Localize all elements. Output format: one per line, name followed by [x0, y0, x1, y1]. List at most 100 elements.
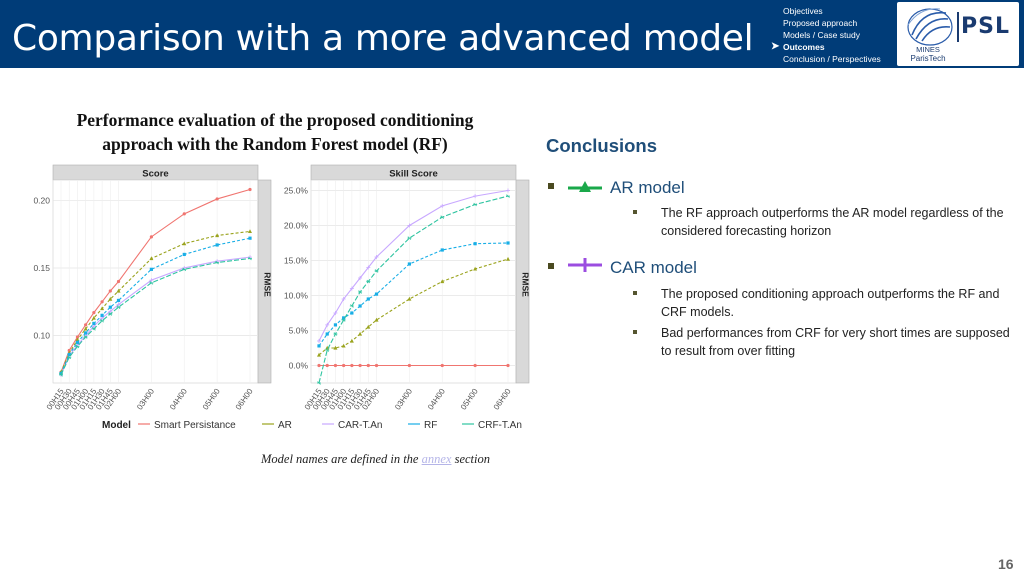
data-point [215, 243, 219, 247]
data-point [333, 332, 338, 336]
section-nav: Objectives Proposed approach Models / Ca… [771, 5, 893, 65]
data-point [108, 312, 113, 316]
data-point [182, 252, 186, 257]
data-point [407, 296, 412, 301]
data-point [440, 279, 445, 284]
facet-strip-label: RMSE [521, 272, 531, 297]
nav-item-proposed-approach[interactable]: Proposed approach [783, 18, 858, 28]
data-point [100, 313, 104, 317]
data-point [149, 256, 154, 261]
annex-link[interactable]: annex [421, 452, 452, 466]
data-point [215, 233, 220, 238]
data-point [100, 306, 105, 311]
data-point [75, 335, 80, 339]
data-point [248, 236, 252, 240]
data-point [374, 292, 379, 296]
data-point [374, 269, 379, 273]
y-tick-label: 20.0% [284, 221, 309, 231]
figure-caption: Performance evaluation of the proposed c… [30, 108, 520, 156]
data-point [333, 345, 338, 350]
data-point [108, 296, 113, 301]
data-point [473, 266, 478, 271]
data-point [358, 331, 363, 336]
y-tick-label: 5.0% [289, 326, 309, 336]
data-point [325, 363, 329, 368]
sub-bullet-icon [633, 210, 637, 214]
data-point [349, 286, 354, 291]
data-point [116, 298, 121, 303]
legend-item: Smart Persistance [138, 420, 236, 431]
data-point [366, 279, 371, 284]
data-point [75, 337, 80, 342]
data-point [341, 297, 346, 301]
data-point [333, 363, 338, 368]
data-point [349, 304, 354, 308]
nav-item-outcomes-label: Outcomes [783, 42, 825, 52]
data-point [75, 344, 80, 349]
series-line-crf-t-an [60, 257, 251, 376]
nav-item-objectives[interactable]: Objectives [783, 6, 823, 16]
psl-logo-text: PSL [961, 14, 1010, 39]
y-tick-label: 0.10 [33, 331, 50, 341]
logo-divider [957, 12, 959, 42]
panel-title: Skill Score [389, 169, 438, 180]
data-point [317, 352, 321, 357]
data-point [506, 188, 510, 193]
data-point [358, 304, 362, 308]
data-point [84, 331, 88, 335]
x-tick-label: 03H00 [393, 387, 414, 412]
y-tick-label: 10.0% [284, 291, 309, 301]
figure-caption-line2: approach with the Random Forest model (R… [102, 134, 448, 154]
data-point [473, 202, 478, 207]
legend-label: AR [278, 420, 292, 431]
data-point [67, 355, 72, 360]
data-point [182, 241, 187, 246]
slide-title: Comparison with a more advanced model [12, 18, 754, 59]
data-point [358, 363, 362, 368]
data-point [325, 322, 330, 327]
nav-item-outcomes[interactable]: ➤ Outcomes [771, 41, 893, 53]
ar-series-marker-icon [568, 181, 602, 192]
data-point [440, 363, 444, 368]
y-tick-label: 15.0% [284, 256, 309, 266]
data-point [407, 363, 411, 368]
data-point [108, 305, 112, 309]
nav-item-models-case-study[interactable]: Models / Case study [783, 30, 861, 40]
car-model-label: CAR model [610, 258, 697, 277]
data-point [473, 194, 478, 199]
data-point [248, 229, 252, 234]
data-point [67, 352, 71, 357]
data-point [92, 321, 96, 326]
data-point [100, 300, 104, 304]
bullet-square-icon [548, 263, 554, 269]
legend-item: RF [408, 420, 437, 431]
data-point [374, 363, 379, 368]
data-point [358, 276, 363, 280]
data-point [317, 363, 321, 368]
data-point [506, 241, 510, 245]
series-line-car-t-an [318, 189, 509, 342]
x-tick-label: 05H00 [201, 387, 222, 412]
data-point [349, 338, 354, 343]
chart-panel-1: ScoreRMSE0.100.150.2000H1500H3000H4501H0… [33, 164, 273, 412]
data-point [317, 339, 321, 343]
data-point [473, 242, 477, 246]
sub-bullet-icon [633, 330, 637, 334]
data-point [100, 318, 105, 323]
bullet-square-icon [548, 183, 554, 189]
data-point [248, 187, 252, 192]
data-point [374, 317, 379, 322]
data-point [325, 332, 329, 336]
car-point-1: The proposed conditioning approach outpe… [661, 287, 1000, 319]
y-tick-label: 0.15 [33, 263, 50, 273]
data-point [366, 363, 370, 368]
data-point [149, 278, 154, 283]
page-number: 16 [998, 556, 1014, 572]
facet-strip [515, 179, 530, 384]
x-tick-label: 06H00 [492, 387, 513, 412]
legend-item: CRF-T.An [462, 420, 522, 431]
data-point [116, 305, 121, 309]
current-section-arrow-icon: ➤ [771, 41, 780, 52]
nav-item-conclusion[interactable]: Conclusion / Perspectives [783, 54, 881, 64]
data-point [75, 340, 80, 344]
